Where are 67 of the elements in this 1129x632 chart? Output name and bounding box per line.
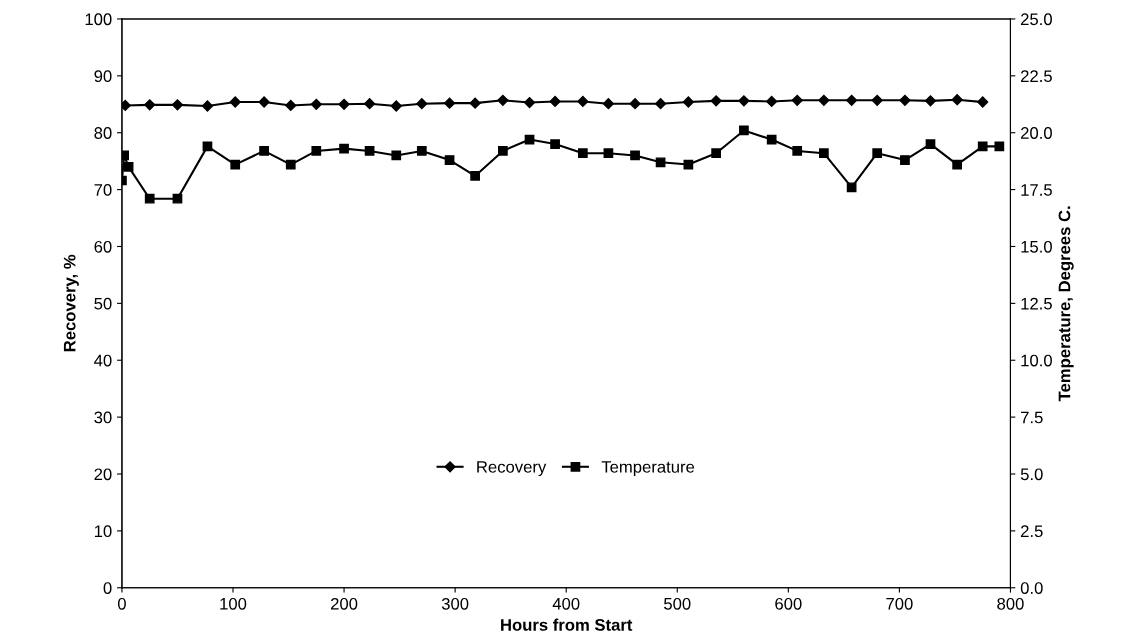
- y2-tick-label: 22.5: [1021, 70, 1052, 83]
- y-axis-title: Recovery, %: [63, 254, 79, 352]
- y2-tick-label: 5.0: [1020, 468, 1043, 481]
- y-tick-label: 70: [94, 184, 112, 196]
- y2-tick-label: 0.0: [1020, 582, 1043, 594]
- point: [630, 150, 640, 161]
- point: [711, 148, 721, 159]
- y2-tick-label: 15.0: [1021, 240, 1052, 253]
- point: [144, 193, 155, 204]
- legend-label: Recovery: [477, 461, 547, 477]
- point: [230, 159, 241, 170]
- x-axis-title: Hours from Start: [501, 618, 633, 631]
- point: [470, 171, 480, 181]
- point: [444, 155, 455, 165]
- y2-axis-title: Temperature, Degrees C.: [1058, 206, 1074, 402]
- y-tick-label: 90: [94, 70, 112, 83]
- x-tick-label: 200: [331, 597, 358, 610]
- point: [577, 148, 588, 159]
- point: [977, 141, 988, 152]
- point: [952, 159, 963, 170]
- point: [872, 148, 883, 159]
- y-tick-label: 50: [94, 297, 112, 310]
- point: [259, 146, 269, 156]
- y2-tick-label: 7.5: [1021, 411, 1043, 424]
- x-tick-label: 800: [997, 597, 1024, 610]
- y-tick-label: 80: [94, 127, 112, 139]
- y-tick-label: 0: [103, 582, 112, 594]
- y-tick-label: 40: [94, 354, 112, 367]
- y2-tick-label: 10.0: [1021, 354, 1052, 367]
- point: [655, 157, 666, 168]
- point: [123, 161, 134, 172]
- point: [364, 146, 375, 156]
- y2-tick-label: 17.5: [1021, 184, 1052, 196]
- point: [766, 134, 777, 145]
- point: [925, 139, 936, 149]
- legend-label: Temperature: [601, 461, 695, 477]
- point: [846, 182, 857, 193]
- point: [739, 125, 749, 136]
- y-tick-label: 60: [94, 240, 112, 253]
- point: [339, 143, 349, 154]
- point: [550, 139, 560, 149]
- point: [391, 150, 402, 161]
- y-tick-label: 10: [94, 525, 112, 538]
- y-tick-label: 100: [85, 13, 112, 26]
- y2-tick-label: 2.5: [1021, 525, 1043, 538]
- point: [311, 146, 322, 156]
- point: [172, 193, 183, 204]
- point: [994, 141, 1005, 152]
- x-tick-label: 0: [117, 597, 126, 610]
- x-tick-label: 400: [552, 597, 580, 610]
- y2-tick-label: 25.0: [1021, 13, 1052, 26]
- point: [819, 148, 829, 159]
- point: [498, 146, 508, 156]
- point: [416, 146, 427, 156]
- y-tick-label: 20: [94, 468, 112, 481]
- x-tick-label: 700: [886, 597, 913, 610]
- x-tick-label: 500: [664, 597, 691, 610]
- point: [603, 148, 614, 159]
- point: [900, 155, 910, 165]
- x-tick-label: 300: [441, 597, 469, 610]
- x-tick-label: 600: [775, 597, 802, 610]
- x-tick-label: 100: [220, 597, 247, 610]
- point: [285, 159, 296, 170]
- y2-tick-label: 12.5: [1021, 297, 1052, 310]
- point: [792, 146, 803, 156]
- y-tick-label: 30: [94, 411, 112, 424]
- y2-tick-label: 20.0: [1021, 127, 1052, 139]
